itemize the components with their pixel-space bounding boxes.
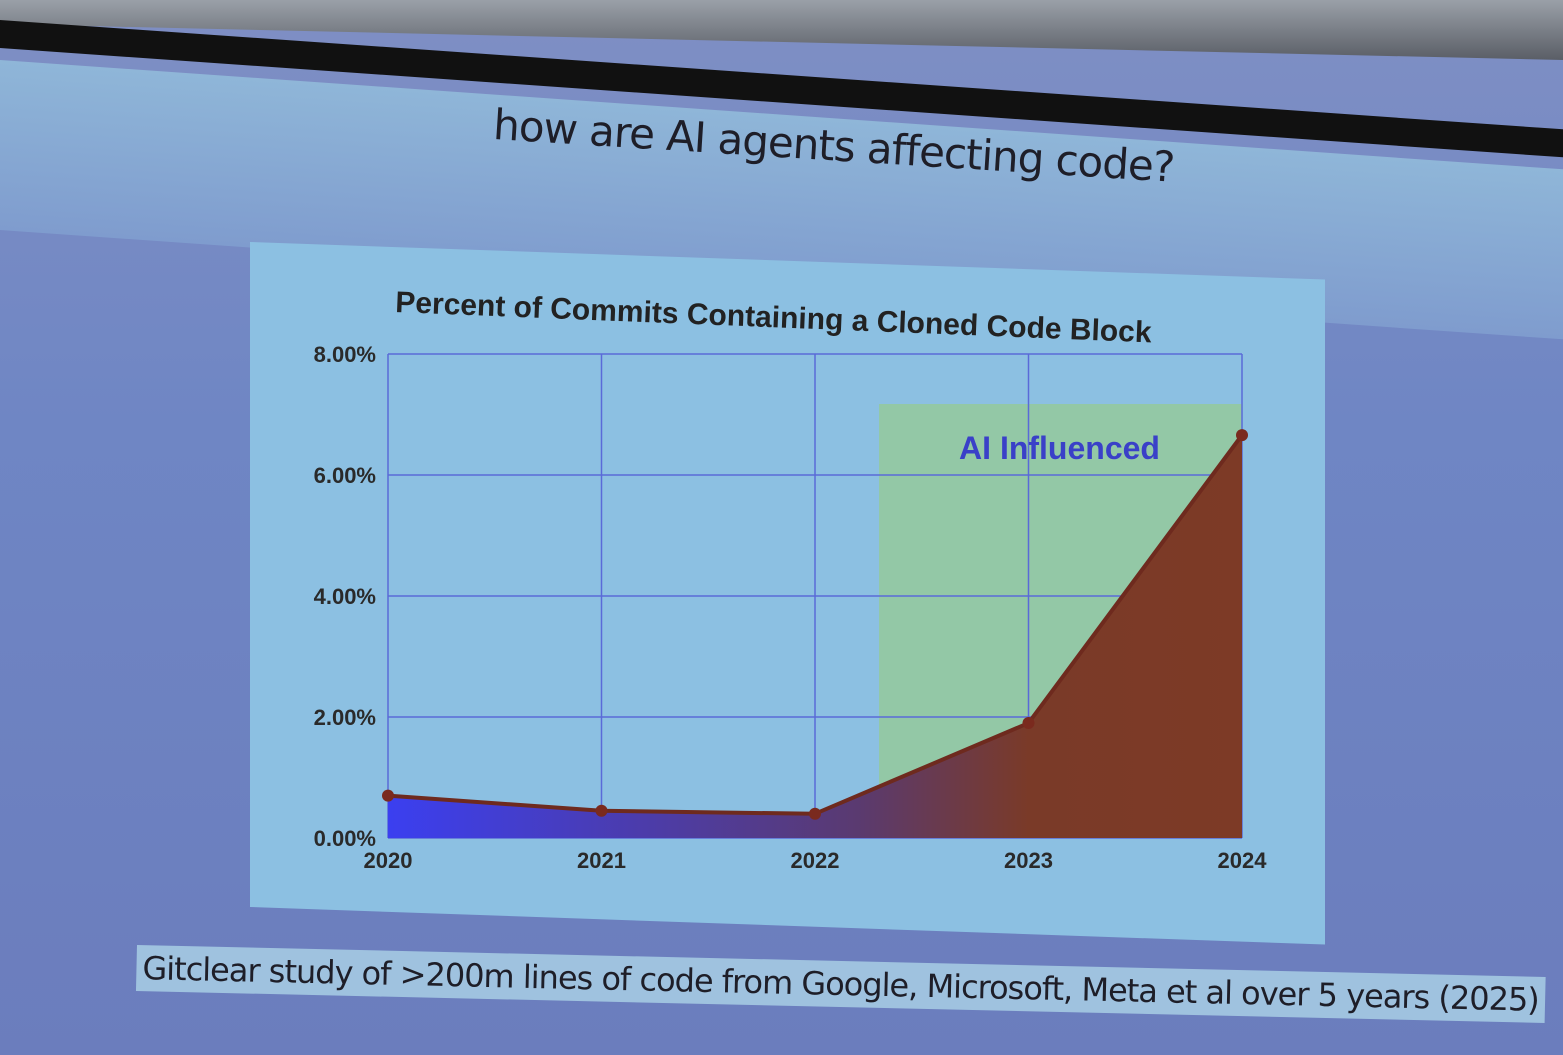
chart-title: Percent of Commits Containing a Cloned C… xyxy=(395,286,1153,349)
y-tick-label: 8.00% xyxy=(314,342,376,367)
x-tick-label: 2023 xyxy=(1004,848,1053,873)
area-fill xyxy=(388,435,1242,838)
data-point-2023 xyxy=(1022,717,1035,730)
y-tick-label: 6.00% xyxy=(314,463,376,488)
y-tick-label: 4.00% xyxy=(314,584,376,609)
x-tick-label: 2021 xyxy=(577,848,626,873)
data-point-2021 xyxy=(595,804,608,817)
y-tick-label: 0.00% xyxy=(314,826,376,851)
y-tick-label: 2.00% xyxy=(314,705,376,730)
x-tick-label: 2022 xyxy=(791,848,840,873)
ai-influenced-label: AI Influenced xyxy=(959,430,1160,466)
caption: Gitclear study of >200m lines of code fr… xyxy=(135,945,1546,1023)
chart: Percent of Commits Containing a Cloned C… xyxy=(314,286,1268,873)
data-point-2022 xyxy=(809,807,821,820)
x-tick-label: 2024 xyxy=(1218,848,1268,873)
data-point-2020 xyxy=(382,789,394,802)
data-point-2024 xyxy=(1236,429,1248,442)
x-tick-label: 2020 xyxy=(364,848,413,873)
